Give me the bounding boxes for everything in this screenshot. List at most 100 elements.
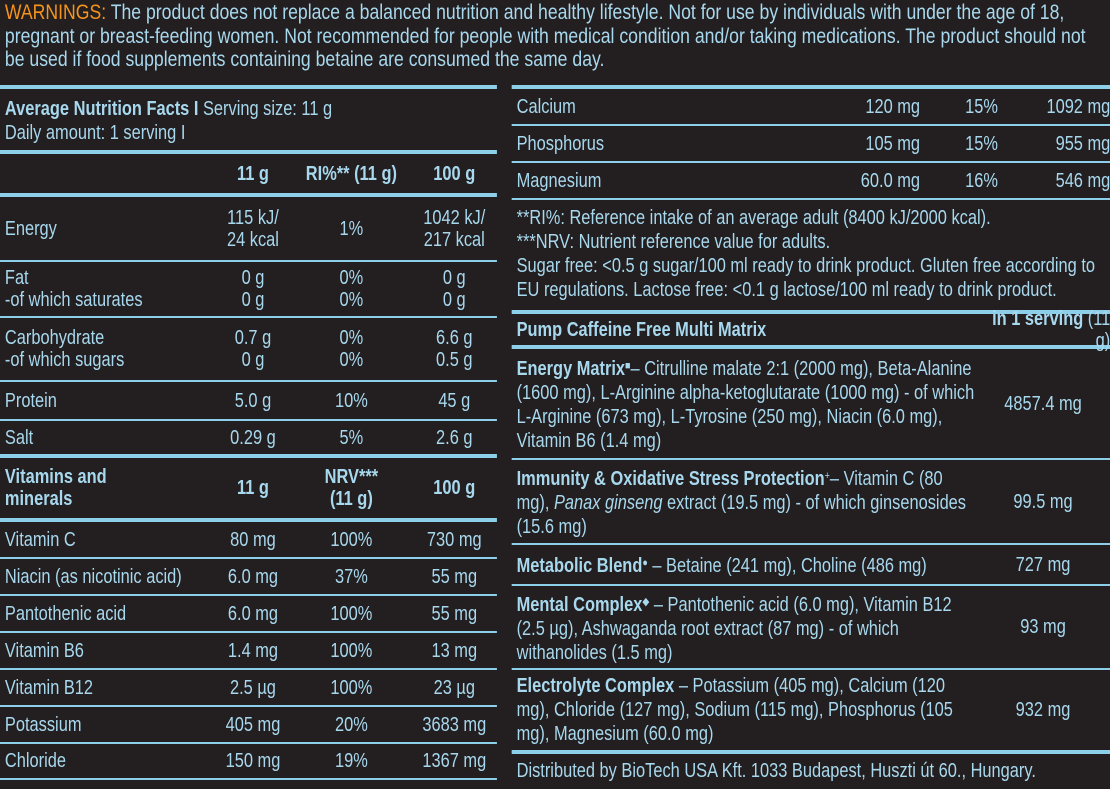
matrix-description: Mental Complex◆ – Pantothenic acid (6.0 … [512, 590, 976, 665]
footnotes: **RI%: Reference intake of an average ad… [511, 200, 1110, 314]
cell: 45 g [438, 389, 471, 412]
cell: 6.0 mg [227, 565, 279, 588]
nutrient-row: Energy 115 kJ/ 24 kcal 1% 1042 kJ/ 217 kcal [0, 197, 497, 262]
cell: 546 mg [1055, 169, 1110, 192]
cell: 100 g [433, 162, 476, 185]
cell: 115 kJ/ 24 kcal [226, 206, 279, 251]
nutrient-row: Carbohydrate -of which sugars 0.7 g 0 g 0%… [0, 318, 497, 382]
cell: 55 mg [431, 602, 478, 625]
cell: 120 mg [865, 95, 921, 118]
cell: Vitamin B12 [4, 676, 94, 699]
matrix-item-name: Energy Matrix [516, 358, 626, 380]
cell: 55 mg [431, 565, 478, 588]
matrix-row: Electrolyte Complex – Potassium (405 mg)… [511, 670, 1110, 754]
matrix-item-marker: ● [642, 557, 648, 569]
cell: Phosphorus [516, 132, 605, 155]
matrix-item-text: – Pantothenic acid (6.0 mg), Vitamin B12… [516, 593, 952, 664]
cell: 80 mg [230, 528, 276, 551]
cell: 2.6 g [436, 426, 473, 449]
warnings-label: WARNINGS: [4, 0, 107, 24]
cell: 2.5 µg [229, 676, 276, 699]
cell: Vitamin C [4, 528, 76, 551]
cell: NRV*** (11 g) [324, 466, 379, 510]
cell: 11 g [237, 477, 269, 499]
warnings-text: WARNINGS: The product does not replace a… [4, 0, 1108, 72]
cell: 0% 0% [339, 327, 364, 371]
matrix-row: Immunity & Oxidative Stress Protection+–… [511, 460, 1110, 545]
matrix-row: Energy Matrix■– Citrulline malate 2:1 (2… [511, 349, 1110, 460]
cell: 3683 mg [422, 713, 487, 736]
matrix-item-amount: 727 mg [1015, 553, 1071, 576]
cell: Magnesium [516, 169, 602, 192]
cell: Potassium [4, 713, 82, 736]
matrix-item-amount: 932 mg [1015, 699, 1071, 721]
matrix-item-amount: 4857.4 mg [1004, 392, 1082, 415]
matrix-row: Mental Complex◆ – Pantothenic acid (6.0 … [511, 586, 1110, 670]
cell: 0 g 0 g [442, 267, 466, 311]
cell: Carbohydrate -of which sugars [4, 327, 125, 371]
cell: 100% [330, 676, 373, 699]
matrix-item-text: – Potassium (405 mg), Calcium (120 mg), … [516, 675, 953, 745]
matrix-item-marker: ■ [625, 360, 631, 372]
cell: 15% [965, 95, 998, 118]
cell: 6.6 g 0.5 g [436, 327, 473, 371]
daily-amount: Daily amount: 1 serving I [4, 122, 186, 144]
cell: 19% [334, 750, 368, 772]
nutrition-facts-table: Average Nutrition Facts I Serving size: … [0, 85, 497, 780]
matrix-serving-size: (11 g) [1083, 307, 1110, 352]
mineral-row: Phosphorus 105 mg 15% 955 mg [511, 126, 1110, 163]
vitamin-row: Pantothenic acid 6.0 mg 100% 55 mg [0, 596, 497, 633]
cell: Calcium [516, 95, 576, 118]
vitamin-row: Vitamin C 80 mg 100% 730 mg [0, 522, 497, 559]
cell: 100 g [433, 477, 476, 499]
vitamin-row: Vitamin B12 2.5 µg 100% 23 µg [0, 670, 497, 707]
cell: 15% [965, 132, 998, 155]
cell: 0.7 g 0 g [234, 327, 272, 371]
right-panel: Calcium 120 mg 15% 1092 mg Phosphorus 105 mg 1… [511, 85, 1110, 789]
vitamin-row: Vitamin B6 1.4 mg 100% 13 mg [0, 633, 497, 670]
matrix-title: Pump Caffeine Free Multi Matrix [516, 318, 767, 341]
matrix-item-marker: ◆ [642, 595, 650, 608]
note-free-from: Sugar free: <0.5 g sugar/100 ml ready to… [516, 255, 1096, 301]
matrix-row: Metabolic Blend● – Betaine (241 mg), Cho… [511, 545, 1110, 586]
matrix-item-text: extract (19.5 mg) - of which ginsenoside… [516, 492, 967, 538]
cell: Energy [4, 217, 57, 240]
cell: 13 mg [431, 639, 478, 662]
cell: 0.29 g [230, 426, 276, 449]
nutrient-row: Salt 0.29 g 5% 2.6 g [0, 421, 497, 458]
cell: 60.0 mg [860, 169, 921, 192]
cell: 1042 kJ/ 217 kcal [423, 206, 486, 251]
cell: 105 mg [865, 132, 921, 155]
mineral-row: Magnesium 60.0 mg 16% 546 mg [511, 163, 1110, 200]
vitamin-row: Chloride 150 mg 19% 1367 mg [0, 744, 497, 780]
cell: Pantothenic acid [4, 602, 127, 625]
matrix-item-text: Panax ginseng [553, 492, 663, 514]
cell: 10% [334, 389, 368, 412]
matrix-header: Pump Caffeine Free Multi Matrix in 1 ser… [511, 308, 1110, 352]
cell: 1% [339, 217, 364, 240]
matrix-description: Metabolic Blend● – Betaine (241 mg), Cho… [512, 551, 976, 578]
cell: 5% [339, 426, 364, 449]
cell: 955 mg [1055, 132, 1110, 155]
cell: 150 mg [225, 750, 281, 772]
matrix-item-amount: 99.5 mg [1013, 490, 1073, 513]
mineral-row: Calcium 120 mg 15% 1092 mg [511, 89, 1110, 126]
cell: RI%** (11 g) [305, 162, 397, 185]
vitamins-header-row: Vitamins and minerals 11 g NRV*** (11 g) 10… [0, 458, 497, 522]
nutrition-title: Average Nutrition Facts I [4, 98, 199, 120]
cell: 100% [330, 639, 373, 662]
cell: Niacin (as nicotinic acid) [4, 565, 182, 588]
cell: 0% 0% [339, 267, 364, 311]
serving-size: Serving size: 11 g [198, 98, 333, 120]
matrix-item-text: – [829, 468, 844, 490]
warnings-body: The product does not replace a balanced … [4, 0, 1086, 71]
matrix-item-name: Metabolic Blend [516, 555, 643, 577]
matrix-item-name: Immunity & Oxidative Stress Protection [516, 468, 825, 490]
nutrient-row: Protein 5.0 g 10% 45 g [0, 382, 497, 421]
cell: Vitamin B6 [4, 639, 84, 662]
cell: 405 mg [225, 713, 281, 736]
vitamin-row: Niacin (as nicotinic acid) 6.0 mg 37% 55 mg [0, 559, 497, 596]
cell: 730 mg [426, 528, 482, 551]
nutrition-heading: Average Nutrition Facts I Serving size: … [0, 89, 497, 154]
